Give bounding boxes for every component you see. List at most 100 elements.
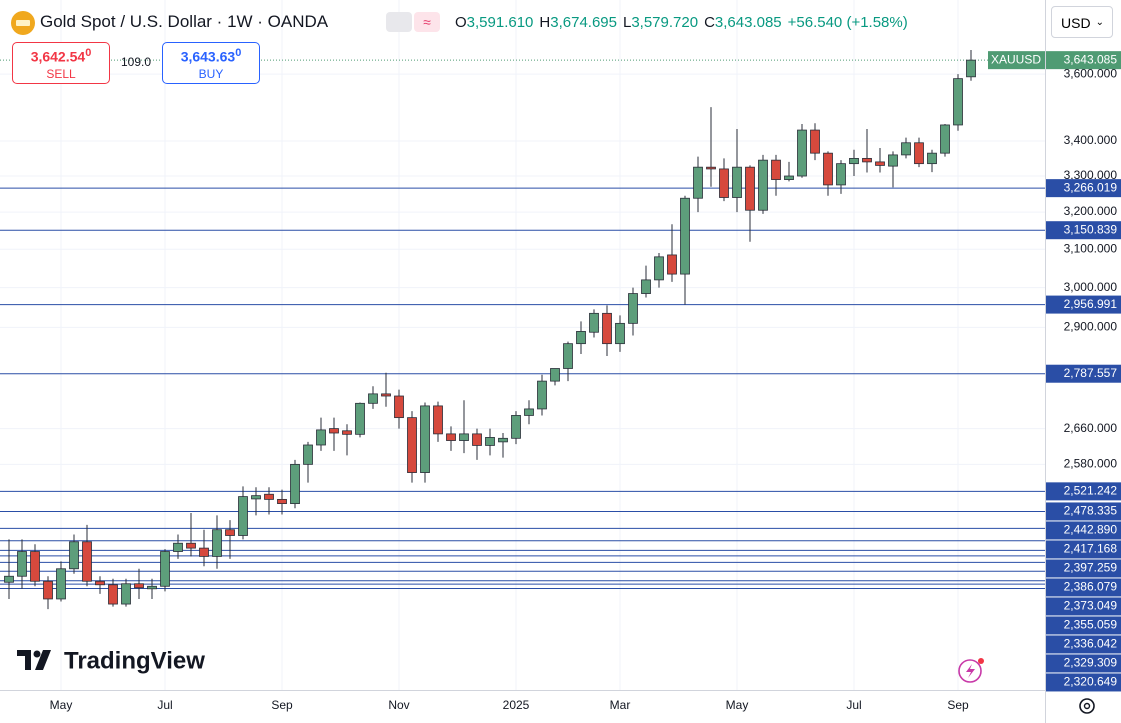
ohlc-key: H xyxy=(539,14,551,31)
candle-body xyxy=(433,405,443,435)
level-label: 2,787.557 xyxy=(1064,366,1118,380)
candle-body xyxy=(875,161,885,166)
x-tick-label: May xyxy=(726,698,749,712)
symbol-title: Gold Spot / U.S. Dollar · 1W · OANDA xyxy=(40,12,329,31)
settings-icon[interactable] xyxy=(1079,698,1095,714)
candle-body xyxy=(641,279,651,294)
candle-body xyxy=(524,408,534,416)
last-price-label-bg xyxy=(1046,51,1121,70)
currency-select[interactable]: USD ⌄ xyxy=(1051,6,1113,38)
candle-body xyxy=(82,541,92,582)
last-price-label: 3,643.085 xyxy=(1064,52,1118,66)
flag-button[interactable]: ≈ xyxy=(414,12,440,32)
candle-body xyxy=(693,166,703,199)
sell-digit: 0 xyxy=(85,47,92,59)
candle-body xyxy=(784,175,794,180)
x-tick-label: Jul xyxy=(846,698,861,712)
level-label-bg xyxy=(1046,364,1121,383)
candle-body xyxy=(550,368,560,382)
candle-body xyxy=(823,152,833,186)
candle-body xyxy=(264,493,274,500)
logo-mark xyxy=(17,650,51,670)
level-label-bg xyxy=(1046,616,1121,635)
level-label: 2,956.991 xyxy=(1064,297,1118,311)
candle-body xyxy=(407,417,417,473)
level-label-bg xyxy=(1046,673,1121,692)
x-tick-label: Jul xyxy=(157,698,172,712)
level-label: 2,478.335 xyxy=(1064,504,1118,518)
y-tick-label: 2,580.000 xyxy=(1064,457,1118,471)
candle-body xyxy=(121,583,131,605)
compare-button[interactable] xyxy=(386,12,412,32)
level-label-bg xyxy=(1046,179,1121,198)
alert-icon[interactable] xyxy=(958,658,984,683)
candle-body xyxy=(303,444,313,465)
sell-label: SELL xyxy=(46,66,76,81)
candle-body xyxy=(745,166,755,211)
y-tick-label: 3,000.000 xyxy=(1064,280,1118,294)
level-label: 2,442.890 xyxy=(1064,523,1118,537)
level-label-bg xyxy=(1046,502,1121,521)
level-label-bg xyxy=(1046,295,1121,314)
buy-button[interactable]: 3,643.630 BUY xyxy=(162,42,260,84)
level-label: 3,266.019 xyxy=(1064,180,1118,194)
candle-body xyxy=(511,415,521,439)
candle-body xyxy=(901,142,911,156)
candle-body xyxy=(927,152,937,165)
level-label-bg xyxy=(1046,540,1121,559)
level-label: 2,373.049 xyxy=(1064,599,1118,613)
level-label-bg xyxy=(1046,597,1121,616)
y-tick-label: 3,300.000 xyxy=(1064,168,1118,182)
x-tick-label: 2025 xyxy=(503,698,530,712)
candle-body xyxy=(602,312,612,345)
candle-body xyxy=(160,551,170,587)
candle-body xyxy=(836,163,846,186)
levels xyxy=(0,59,1045,589)
x-tick-label: May xyxy=(50,698,73,712)
buy-digit: 0 xyxy=(235,47,242,59)
level-label-bg xyxy=(1046,654,1121,673)
candle-body xyxy=(355,402,365,435)
candle-body xyxy=(277,498,287,505)
candle-body xyxy=(17,551,27,577)
ohlc-value: 3,674.695 xyxy=(550,14,617,31)
y-tick-label: 3,400.000 xyxy=(1064,133,1118,147)
candle-body xyxy=(615,322,625,345)
sell-button[interactable]: 3,642.540 SELL xyxy=(12,42,110,84)
candle-body xyxy=(212,529,222,557)
level-label-bg xyxy=(1046,482,1121,501)
candle-body xyxy=(4,575,14,583)
candle-body xyxy=(667,254,677,275)
candle-body xyxy=(186,542,196,549)
level-label: 2,397.259 xyxy=(1064,561,1118,575)
candle-body xyxy=(628,293,638,324)
candle-body xyxy=(940,124,950,154)
symbol-label: XAUUSD xyxy=(991,52,1041,66)
spread: 109.0 xyxy=(121,55,152,69)
candle-body xyxy=(498,437,508,443)
ohlc-legend: O3,591.610 H3,674.695 L3,579.720 C3,643.085… xyxy=(455,14,914,31)
ohlc-value: 3,591.610 xyxy=(466,14,534,31)
candle-body xyxy=(810,129,820,154)
level-label-bg xyxy=(1046,578,1121,597)
candle-body xyxy=(251,495,261,500)
candle-body xyxy=(108,584,118,605)
candle-body xyxy=(758,159,768,211)
level-label: 3,150.839 xyxy=(1064,222,1118,236)
ohlc-key: O xyxy=(455,14,467,31)
candle-body xyxy=(420,405,430,473)
x-tick-label: Nov xyxy=(388,698,409,712)
candle-body xyxy=(706,166,716,170)
y-tick-label: 2,660.000 xyxy=(1064,421,1118,435)
level-label: 2,336.042 xyxy=(1064,637,1118,651)
candle-body xyxy=(290,463,300,505)
level-label: 2,329.309 xyxy=(1064,656,1118,670)
candle-body xyxy=(537,380,547,410)
candle-body xyxy=(56,568,66,600)
candle-body xyxy=(147,585,157,590)
candle-body xyxy=(199,547,209,557)
candle-body xyxy=(680,197,690,275)
candle-body xyxy=(238,496,248,536)
candle-body xyxy=(368,393,378,404)
